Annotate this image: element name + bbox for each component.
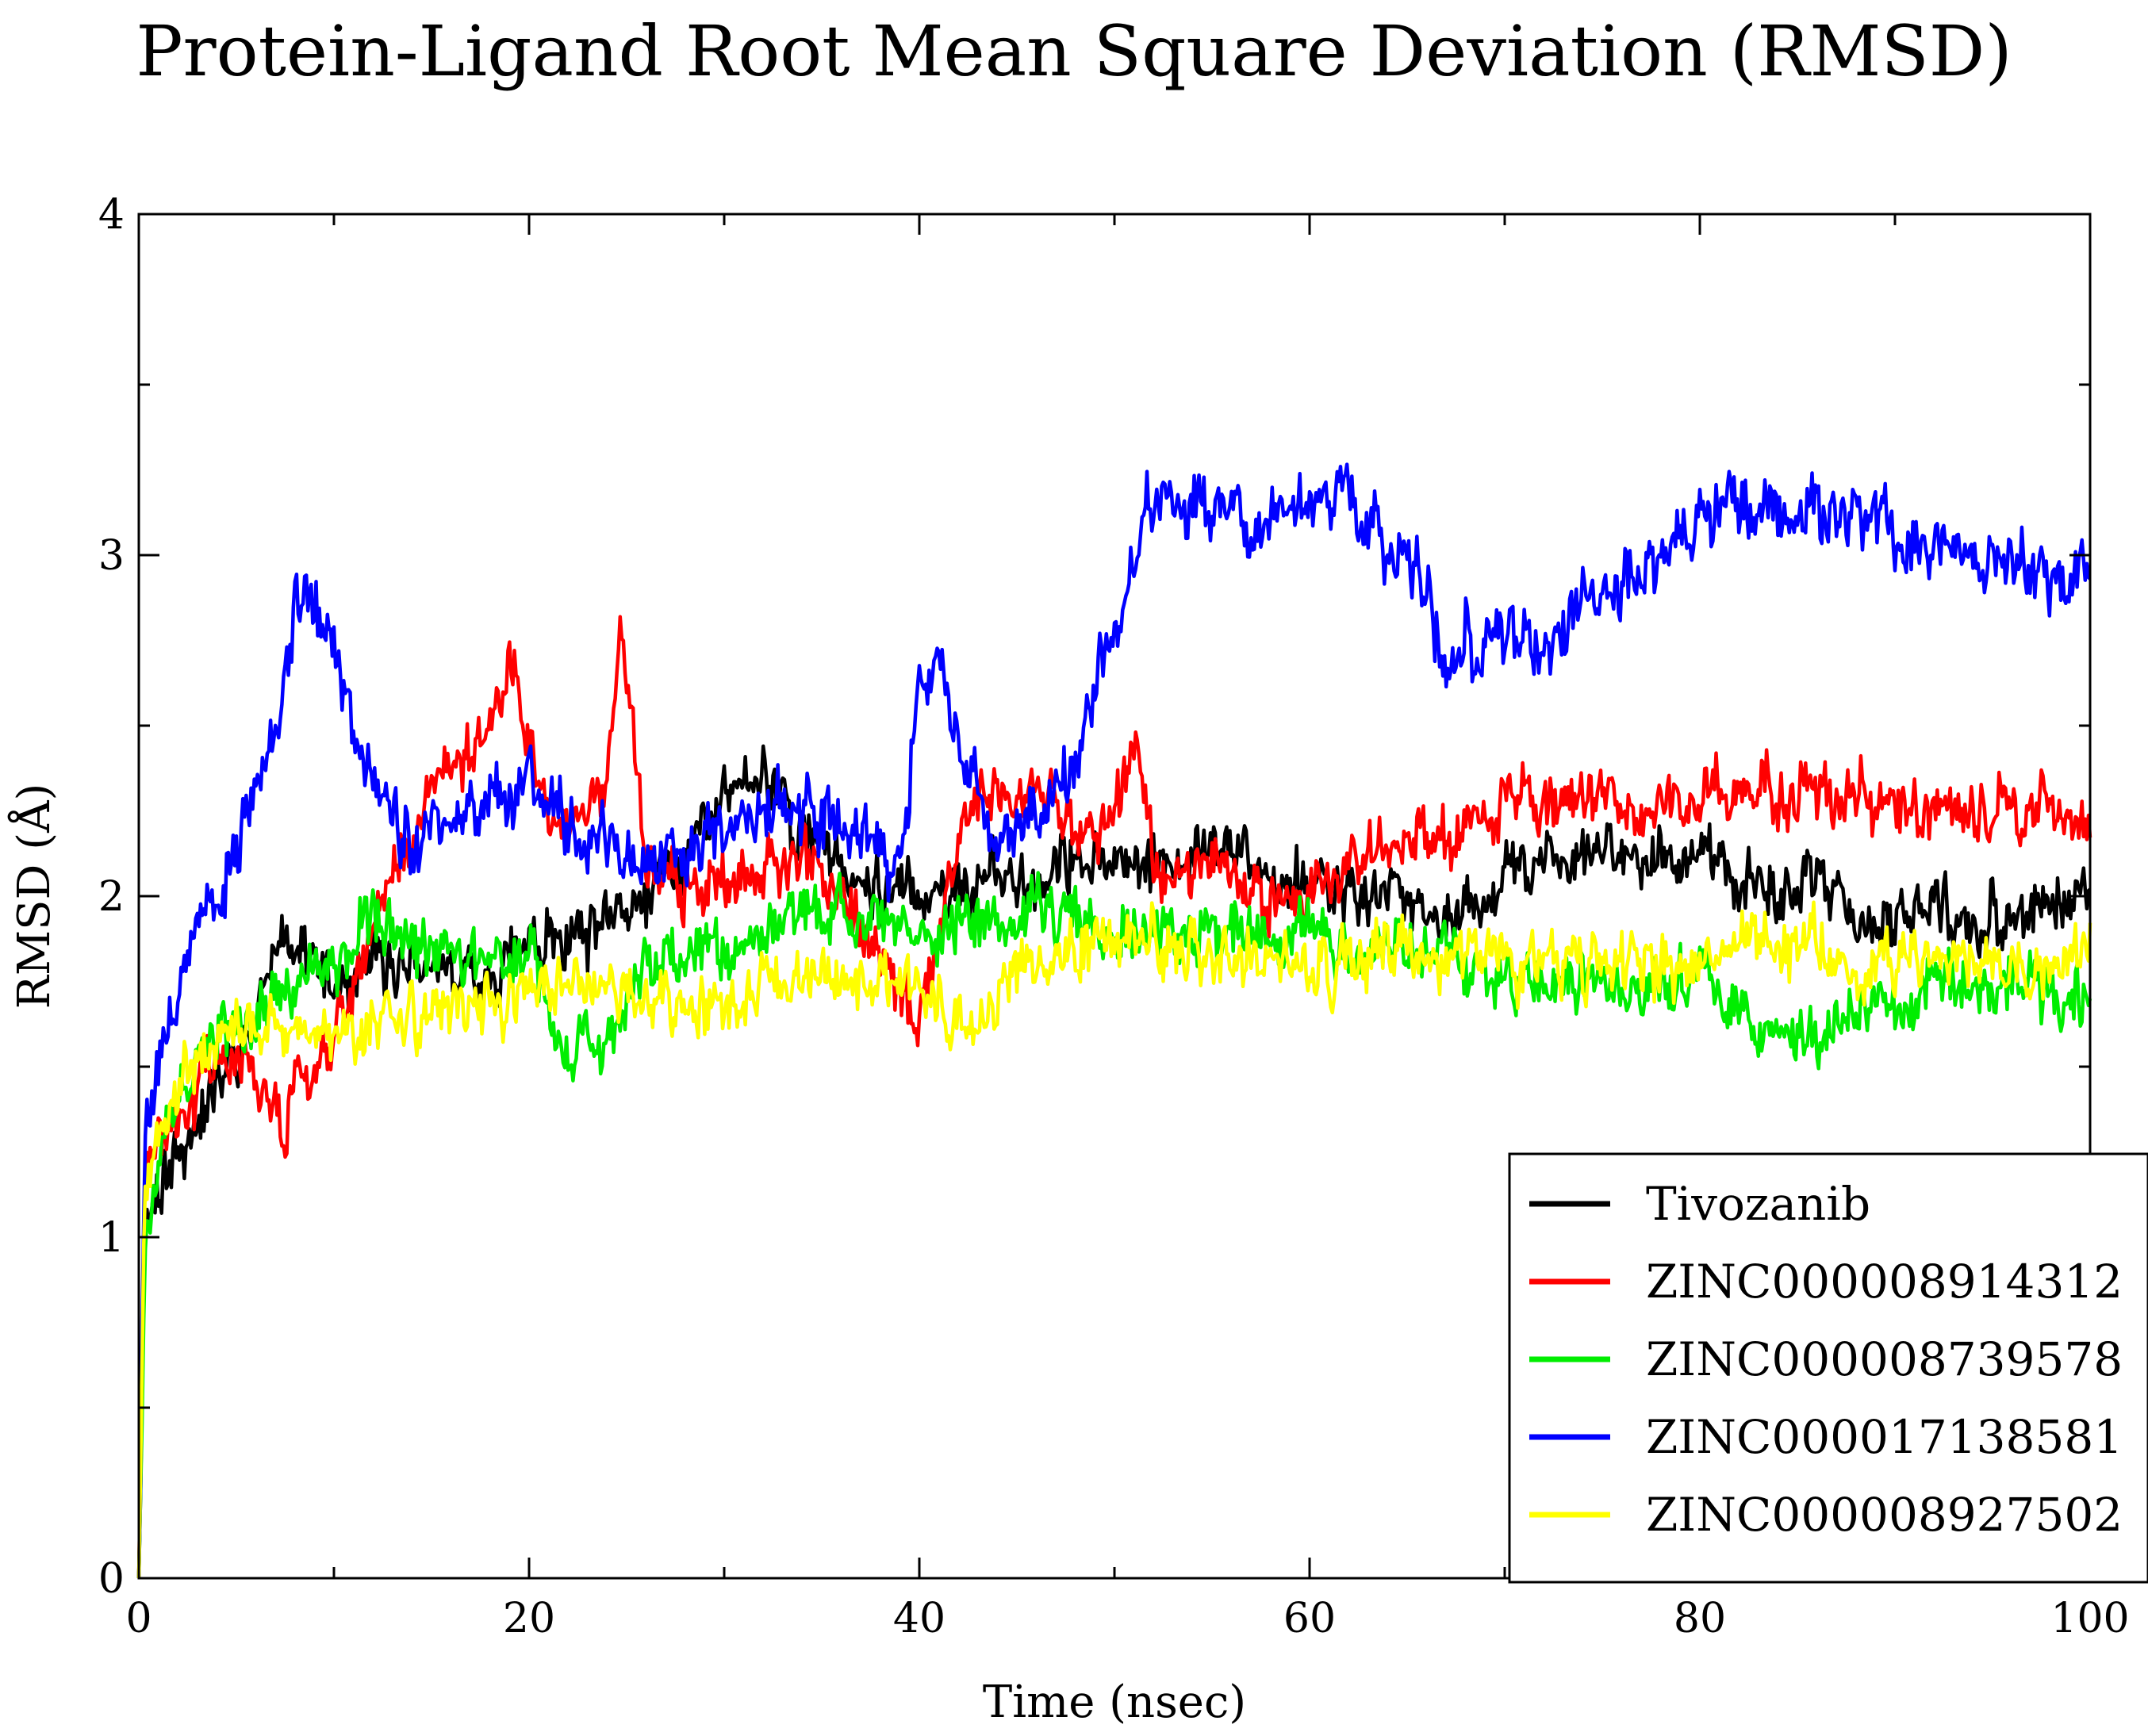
y-tick-label: 3	[98, 532, 125, 580]
y-axis-label: RMSD (Å)	[7, 784, 60, 1010]
chart-title: Protein-Ligand Root Mean Square Deviatio…	[136, 10, 2012, 92]
series-layer	[136, 462, 2092, 1579]
x-axis-label: Time (nsec)	[983, 1677, 1246, 1728]
legend-label-zinc000008914312: ZINC000008914312	[1646, 1255, 2123, 1309]
legend: Tivozanib ZINC000008914312 ZINC00000873957…	[1508, 1152, 2148, 1584]
x-tick-label: 100	[2050, 1595, 2129, 1642]
legend-label-zinc000008739578: ZINC000008739578	[1646, 1332, 2123, 1386]
series-line-zinc000008927502	[136, 900, 2092, 1579]
x-tick-label: 40	[893, 1595, 946, 1642]
x-tick-label: 0	[125, 1595, 152, 1642]
x-tick-label: 80	[1674, 1595, 1726, 1642]
series-line-zinc000017138581	[136, 462, 2092, 1579]
legend-label-zinc000017138581: ZINC000017138581	[1646, 1410, 2123, 1464]
y-tick-label: 2	[98, 873, 125, 921]
x-tick-label: 60	[1283, 1595, 1336, 1642]
legend-label-zinc000008927502: ZINC000008927502	[1646, 1488, 2123, 1542]
series-line-zinc000008914312	[136, 615, 2092, 1579]
legend-box	[1508, 1152, 2148, 1584]
y-tick-label: 1	[98, 1214, 125, 1262]
y-tick-label: 0	[98, 1555, 125, 1603]
y-tick-label: 4	[98, 191, 125, 239]
x-tick-label: 20	[503, 1595, 555, 1642]
legend-label-tivozanib: Tivozanib	[1646, 1177, 1870, 1231]
